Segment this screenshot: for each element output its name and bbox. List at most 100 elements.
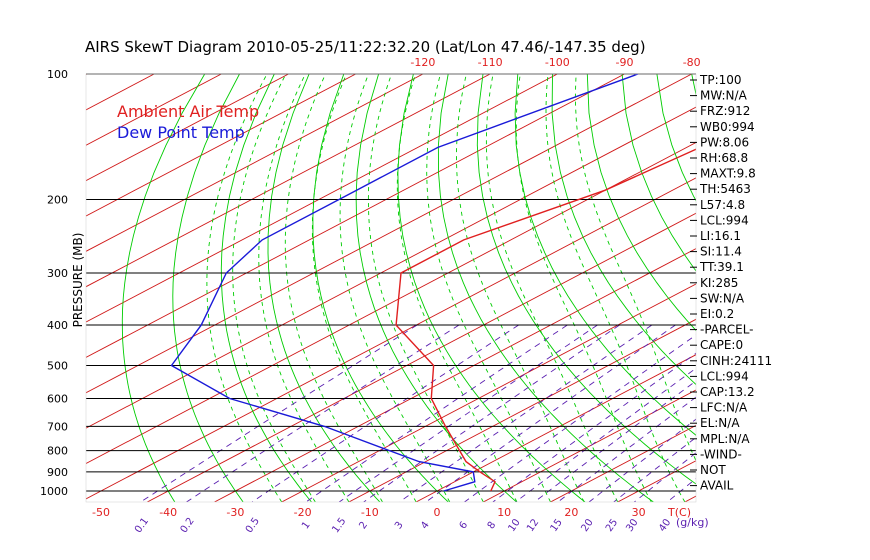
- pressure-tick-label: 100: [47, 68, 68, 81]
- pressure-tick-label: 300: [47, 267, 68, 280]
- dry-adiabat-line: [312, 74, 449, 502]
- index-entry: LCL:994: [700, 369, 749, 383]
- index-entry: WB0:994: [700, 120, 755, 134]
- y-axis-label: PRESSURE (MB): [71, 233, 85, 328]
- mixing-ratio-line: [613, 436, 696, 502]
- index-entry: MAXT:9.8: [700, 167, 756, 181]
- moist-adiabat-line: [258, 74, 350, 502]
- isotherm-line: [86, 74, 558, 323]
- index-entry: MPL:N/A: [700, 432, 750, 446]
- index-entry: RH:68.8: [700, 151, 748, 165]
- dry-adiabat-line: [866, 74, 870, 502]
- top-temp-tick-label: -100: [545, 56, 570, 69]
- mixing-ratio-line: [140, 324, 418, 502]
- mixing-ratio-tick-label: 1: [300, 520, 313, 532]
- index-entry: CAPE:0: [700, 338, 743, 352]
- index-entry: FRZ:912: [700, 104, 750, 118]
- mixing-ratio-line: [363, 324, 620, 502]
- isotherm-line: [147, 212, 696, 502]
- pressure-tick-label: 600: [47, 392, 68, 405]
- index-entry: -PARCEL-: [700, 323, 754, 337]
- mixing-ratio-tick-label: 10: [506, 517, 522, 534]
- mixing-ratio-tick-label: 4: [419, 520, 432, 532]
- mixing-ratio-tick-label: 0.5: [244, 516, 262, 535]
- index-entry: PW:8.06: [700, 135, 749, 149]
- isotherm-line: [550, 424, 696, 502]
- isotherm-line: [86, 106, 696, 429]
- bottom-temp-tick-label: -30: [226, 506, 244, 519]
- pressure-tick-label: 700: [47, 420, 68, 433]
- isotherm-line: [86, 74, 356, 217]
- bottom-temp-tick-label: 20: [564, 506, 578, 519]
- isotherm-line: [819, 74, 870, 502]
- index-entry: EL:N/A: [700, 416, 740, 430]
- index-entry: SI:11.4: [700, 245, 742, 259]
- pressure-tick-label: 900: [47, 466, 68, 479]
- bottom-temp-tick-label: -10: [361, 506, 379, 519]
- isotherm-line: [86, 74, 692, 394]
- top-temp-tick-label: -120: [410, 56, 435, 69]
- mixing-ratio-line: [464, 334, 696, 502]
- mixing-ratio-line: [251, 324, 519, 502]
- index-entry: TH:5463: [699, 182, 751, 196]
- isotherm-line: [281, 283, 696, 502]
- dry-adiabat-line: [551, 74, 696, 386]
- index-entry: MW:N/A: [700, 89, 748, 103]
- mixing-ratio-tick-label: 3: [393, 520, 406, 532]
- mixing-ratio-tick-label: 12: [525, 517, 541, 534]
- dry-adiabat-line: [586, 74, 696, 332]
- mixing-ratio-tick-label: 25: [604, 517, 620, 534]
- mixing-ratio-line: [338, 324, 598, 502]
- bottom-temp-tick-label: 30: [632, 506, 646, 519]
- isotherm-line: [86, 74, 289, 182]
- mixing-ratio-line: [305, 324, 568, 502]
- dry-adiabat-line: [514, 74, 696, 436]
- isotherm-line: [348, 318, 696, 502]
- isotherm-line: [86, 141, 696, 465]
- moist-adiabat-line: [574, 74, 696, 462]
- top-temp-tick-label: -80: [683, 56, 701, 69]
- bottom-temp-unit-label: T(C): [667, 506, 691, 519]
- dry-adiabat-line: [621, 74, 696, 272]
- isotherm-line: [86, 74, 625, 358]
- mixing-ratio-line: [425, 324, 676, 502]
- mixing-ratio-line: [588, 418, 696, 502]
- mixing-ratio-line: [186, 324, 460, 502]
- index-entry: TP:100: [699, 73, 742, 87]
- legend-temp-label: Ambient Air Temp: [117, 102, 259, 121]
- pressure-tick-label: 800: [47, 445, 68, 458]
- mixing-ratio-line: [515, 367, 696, 502]
- mixing-ratio-tick-label: 1.5: [330, 516, 348, 535]
- dry-adiabat-line: [355, 74, 517, 502]
- isotherm-line: [86, 74, 424, 252]
- moist-adiabat-line: [426, 74, 551, 502]
- chart-title: AIRS SkewT Diagram 2010-05-25/11:22:32.2…: [85, 38, 646, 56]
- index-entry: AVAIL: [700, 479, 734, 493]
- dewpoint-profile-line: [170, 74, 639, 492]
- mixing-ratio-tick-label: 6: [458, 520, 471, 532]
- index-entry: CINH:24111: [700, 354, 772, 368]
- index-entry: LFC:N/A: [700, 401, 748, 415]
- bottom-temp-tick-label: 0: [434, 506, 441, 519]
- bottom-temp-tick-label: 10: [497, 506, 511, 519]
- top-temp-tick-label: -90: [616, 56, 634, 69]
- mixing-ratio-tick-label: 2: [357, 520, 370, 532]
- index-entry: NOT: [700, 463, 726, 477]
- index-entry: LI:16.1: [700, 229, 741, 243]
- moist-adiabat-line: [545, 74, 686, 502]
- pressure-tick-label: 200: [47, 194, 68, 207]
- mixing-ratio-unit-label: (g/kg): [676, 516, 709, 529]
- isotherm-line: [86, 74, 491, 288]
- temperature-profile-line: [395, 148, 696, 492]
- top-temp-tick-label: -110: [478, 56, 503, 69]
- pressure-tick-label: 400: [47, 319, 68, 332]
- moist-adiabat-line: [367, 74, 484, 502]
- index-entry: L57:4.8: [700, 198, 745, 212]
- pressure-tick-label: 500: [47, 359, 68, 372]
- index-entry: CAP:13.2: [700, 385, 755, 399]
- mixing-ratio-line: [667, 478, 696, 502]
- isotherm-line: [483, 389, 696, 502]
- isotherm-line: [415, 354, 696, 502]
